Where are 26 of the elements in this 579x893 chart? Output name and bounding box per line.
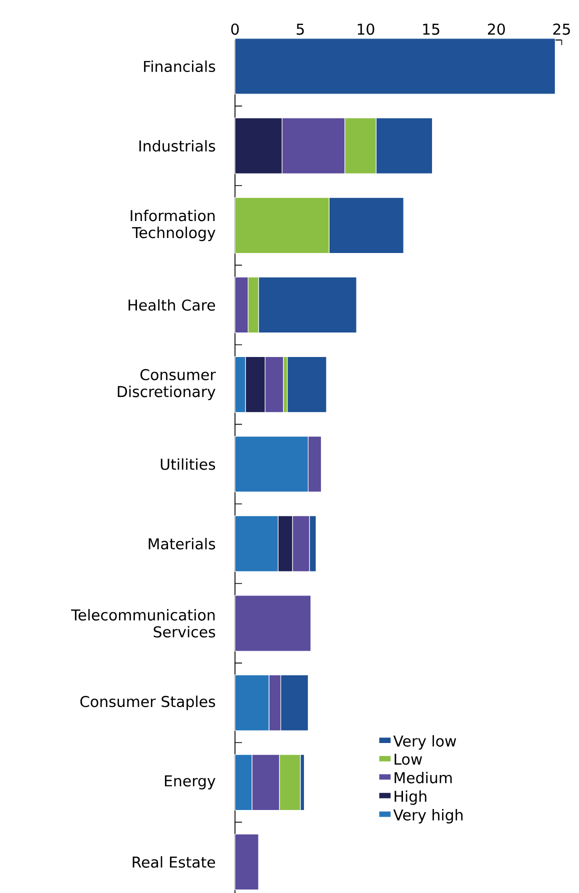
legend-label: High	[394, 790, 426, 805]
x-tick-label: 15	[423, 24, 440, 35]
y-tick-label: Information Technology	[130, 210, 216, 242]
y-tick-label: Consumer Discretionary	[118, 368, 216, 400]
bar	[234, 595, 312, 652]
y-tick-label: Materials	[148, 538, 216, 550]
legend-label: Low	[394, 754, 422, 765]
x-tick-label: 25	[553, 24, 570, 35]
y-tick-label: Telecommunication Services	[71, 609, 216, 638]
legend-label: Medium	[394, 772, 452, 784]
x-tick-label: 0	[231, 24, 239, 35]
bar	[234, 834, 259, 890]
bar	[234, 38, 556, 94]
y-tick-label: Consumer Staples	[80, 696, 216, 710]
x-tick-label: 10	[358, 24, 374, 35]
legend-label: Very high	[393, 808, 463, 824]
y-tick-label: Utilities	[160, 458, 216, 470]
bar	[286, 356, 327, 413]
y-tick-label: Financials	[144, 60, 216, 72]
y-tick-label: Energy	[164, 775, 216, 790]
legend-label: Very low	[393, 735, 456, 750]
x-tick-label: 20	[488, 24, 505, 35]
y-tick-label: Real Estate	[132, 856, 216, 868]
x-tick-label: 5	[296, 24, 304, 35]
y-tick-label: Industrials	[139, 140, 216, 152]
y-tick-label: Health Care	[128, 299, 216, 311]
